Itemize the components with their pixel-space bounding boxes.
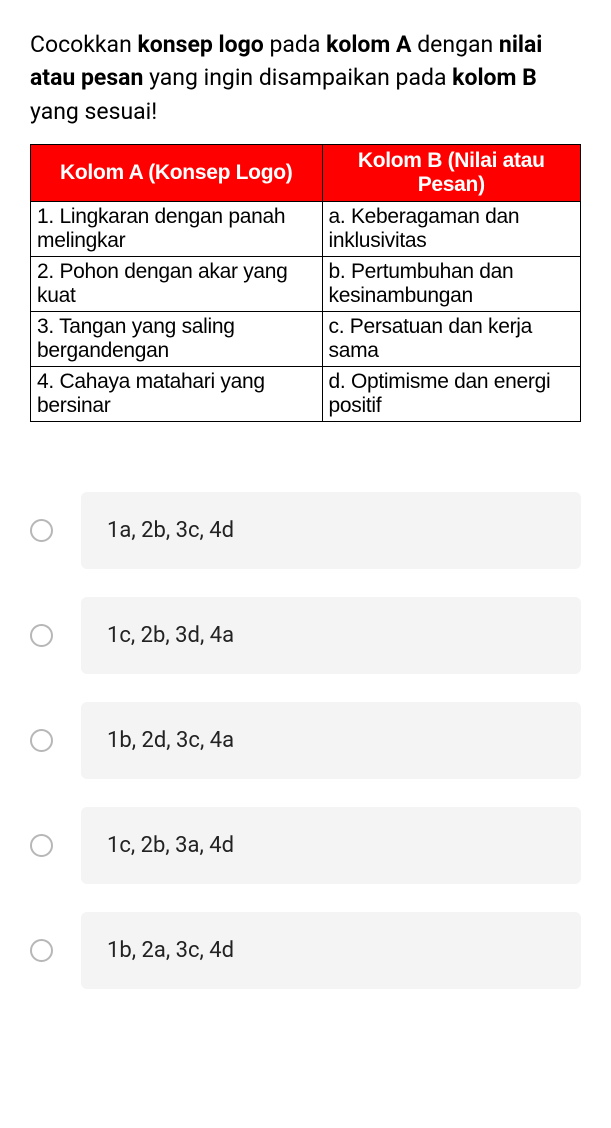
answer-option[interactable]: 1b, 2d, 3c, 4a xyxy=(30,702,581,779)
question-text: Cocokkan konsep logo pada kolom A dengan… xyxy=(30,28,581,128)
match-table: Kolom A (Konsep Logo) Kolom B (Nilai ata… xyxy=(30,144,581,422)
col-a-cell: 4. Cahaya matahari yang bersinar xyxy=(31,367,323,422)
col-a-cell: 2. Pohon dengan akar yang kuat xyxy=(31,257,323,312)
col-b-cell: b. Pertumbuhan dan kesinambungan xyxy=(322,257,581,312)
col-b-cell: d. Optimisme dan energi positif xyxy=(322,367,581,422)
option-label: 1b, 2d, 3c, 4a xyxy=(81,702,581,779)
radio-icon[interactable] xyxy=(30,729,53,752)
col-b-cell: a. Keberagaman dan inklusivitas xyxy=(322,202,581,257)
col-a-cell: 1. Lingkaran dengan panah melingkar xyxy=(31,202,323,257)
table-row: 1. Lingkaran dengan panah melingkara. Ke… xyxy=(31,202,581,257)
col-a-header: Kolom A (Konsep Logo) xyxy=(31,145,323,202)
option-label: 1c, 2b, 3d, 4a xyxy=(81,597,581,674)
table-row: 4. Cahaya matahari yang bersinard. Optim… xyxy=(31,367,581,422)
radio-icon[interactable] xyxy=(30,834,53,857)
answer-option[interactable]: 1a, 2b, 3c, 4d xyxy=(30,492,581,569)
option-label: 1b, 2a, 3c, 4d xyxy=(81,912,581,989)
answer-option[interactable]: 1b, 2a, 3c, 4d xyxy=(30,912,581,989)
col-b-cell: c. Persatuan dan kerja sama xyxy=(322,312,581,367)
answer-option[interactable]: 1c, 2b, 3d, 4a xyxy=(30,597,581,674)
table-row: 2. Pohon dengan akar yang kuatb. Pertumb… xyxy=(31,257,581,312)
col-a-cell: 3. Tangan yang saling bergandengan xyxy=(31,312,323,367)
table-row: 3. Tangan yang saling bergandenganc. Per… xyxy=(31,312,581,367)
answer-option[interactable]: 1c, 2b, 3a, 4d xyxy=(30,807,581,884)
option-label: 1a, 2b, 3c, 4d xyxy=(81,492,581,569)
radio-icon[interactable] xyxy=(30,624,53,647)
options-list: 1a, 2b, 3c, 4d 1c, 2b, 3d, 4a 1b, 2d, 3c, … xyxy=(30,492,581,989)
radio-icon[interactable] xyxy=(30,519,53,542)
radio-icon[interactable] xyxy=(30,939,53,962)
option-label: 1c, 2b, 3a, 4d xyxy=(81,807,581,884)
col-b-header: Kolom B (Nilai atau Pesan) xyxy=(322,145,581,202)
